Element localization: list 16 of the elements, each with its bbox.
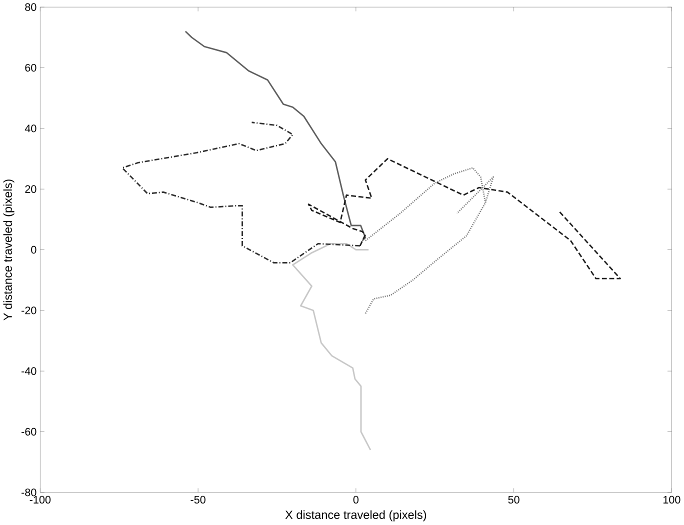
y-tick-label: -40: [22, 367, 36, 376]
y-tick-label: 60: [25, 64, 36, 72]
y-axis-title: Y distance traveled (pixels): [3, 180, 14, 321]
y-tick-label: -60: [22, 428, 36, 436]
x-tick-label: -50: [190, 496, 206, 504]
x-tick-label: 0: [353, 496, 359, 504]
y-tick-label: 80: [25, 3, 36, 12]
y-tick-label: 20: [25, 185, 36, 194]
x-axis-title: X distance traveled (pixels): [285, 510, 426, 522]
x-tick-label: 100: [663, 496, 680, 504]
x-tick-label: 50: [508, 496, 520, 504]
y-tick-label: 40: [24, 124, 36, 132]
x-tick-label: -100: [30, 496, 51, 504]
y-tick-label: 0: [31, 246, 36, 254]
y-tick-label: -80: [22, 488, 36, 496]
y-tick-label: -20: [22, 306, 36, 314]
